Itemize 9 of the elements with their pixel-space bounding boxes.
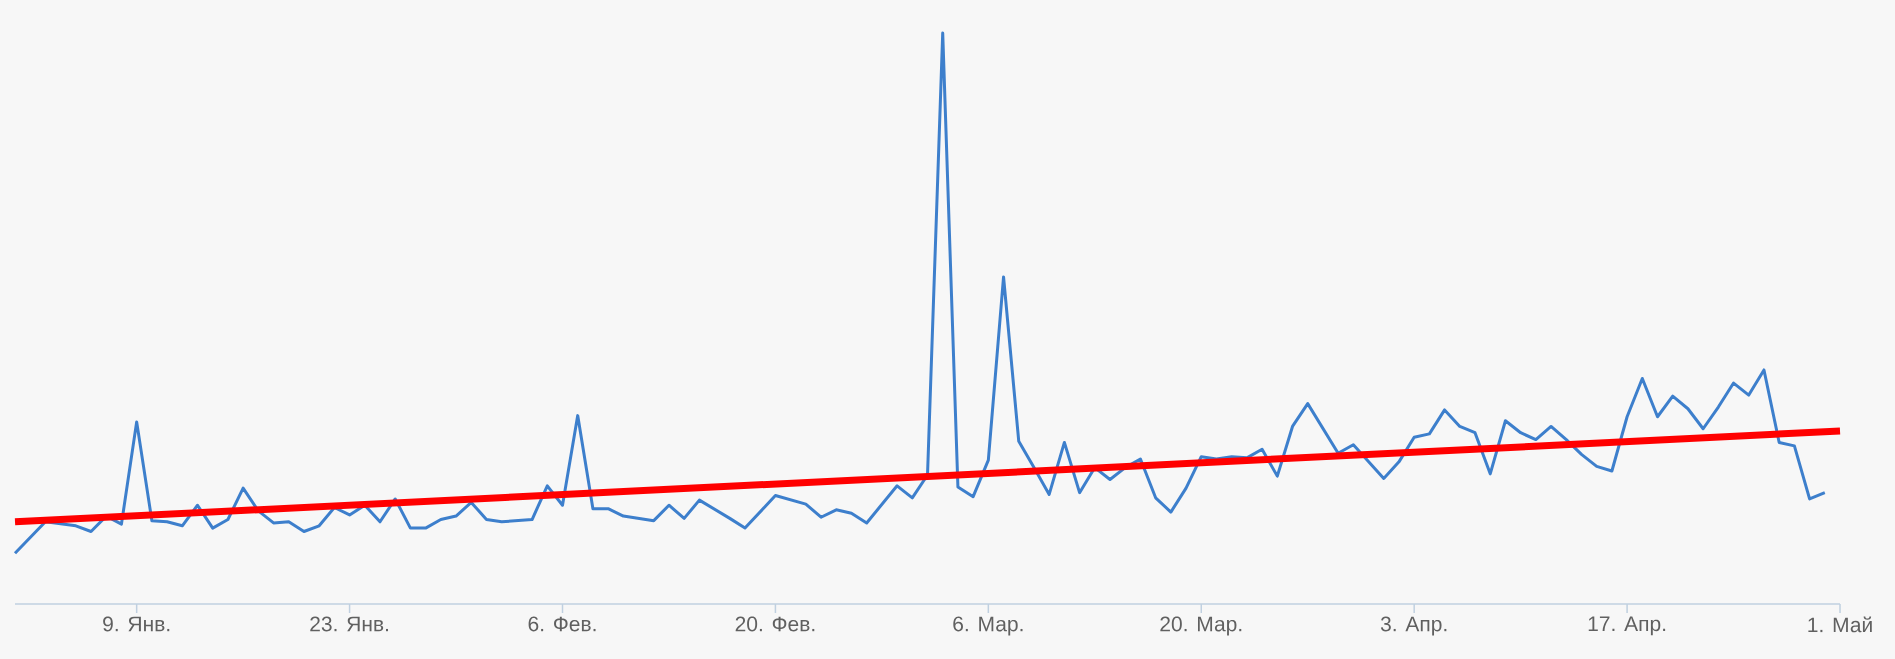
x-tick-label: 1. Май xyxy=(1808,616,1872,633)
x-tick-label: 6. Мар. xyxy=(953,616,1023,636)
x-tick-label: 3. Апр. xyxy=(1380,616,1447,636)
x-tick-label: 20. Фев. xyxy=(735,616,815,632)
x-tick-label: 23. Янв. xyxy=(310,616,389,632)
x-tick-label: 6. Фев. xyxy=(528,616,596,632)
x-tick-label: 9. Янв. xyxy=(103,616,170,632)
x-tick-label: 20. Мар. xyxy=(1160,616,1242,636)
x-tick-label: 17. Апр. xyxy=(1588,616,1666,636)
